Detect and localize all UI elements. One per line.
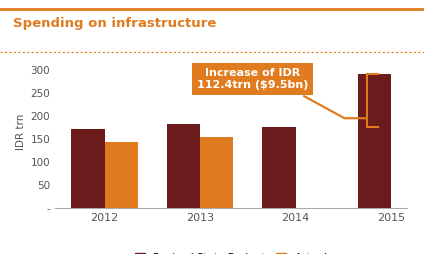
Bar <box>200 137 234 208</box>
Legend: Revised State Budget, Actual: Revised State Budget, Actual <box>131 249 332 254</box>
Bar <box>357 74 391 208</box>
Bar <box>262 127 296 208</box>
Bar <box>167 124 200 208</box>
Text: Spending on infrastructure: Spending on infrastructure <box>13 17 216 29</box>
Text: Increase of IDR
112.4trn ($9.5bn): Increase of IDR 112.4trn ($9.5bn) <box>197 68 367 118</box>
Bar <box>105 142 138 208</box>
Y-axis label: IDR trn: IDR trn <box>17 114 26 150</box>
Bar <box>71 129 105 208</box>
